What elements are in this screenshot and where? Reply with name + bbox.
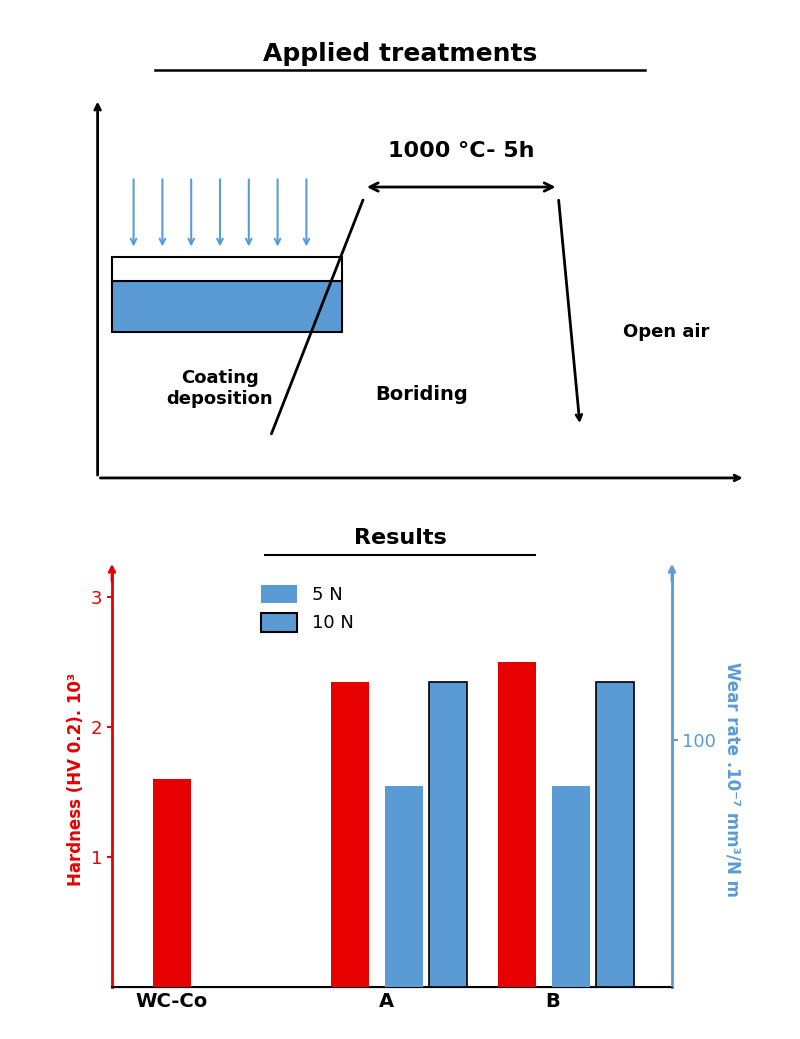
Text: Applied treatments: Applied treatments	[263, 42, 537, 65]
Bar	[552, 785, 590, 987]
Text: Boriding: Boriding	[375, 385, 468, 404]
Y-axis label: Wear rate .10⁻⁷ mm³/N m: Wear rate .10⁻⁷ mm³/N m	[723, 662, 742, 897]
Bar	[112, 281, 342, 332]
Text: Open air: Open air	[623, 323, 710, 342]
Bar	[331, 682, 370, 987]
Bar	[429, 682, 467, 987]
Bar	[596, 682, 634, 987]
Bar	[385, 785, 423, 987]
Bar	[498, 663, 536, 987]
Text: 1000 °C- 5h: 1000 °C- 5h	[388, 140, 534, 161]
Bar	[112, 257, 342, 281]
Text: Coating
deposition: Coating deposition	[166, 369, 274, 407]
Legend: 5 N, 10 N: 5 N, 10 N	[261, 585, 354, 633]
Text: Results: Results	[354, 528, 446, 548]
Bar	[153, 779, 190, 987]
Y-axis label: Hardness (HV 0.2). 10³: Hardness (HV 0.2). 10³	[67, 672, 86, 886]
